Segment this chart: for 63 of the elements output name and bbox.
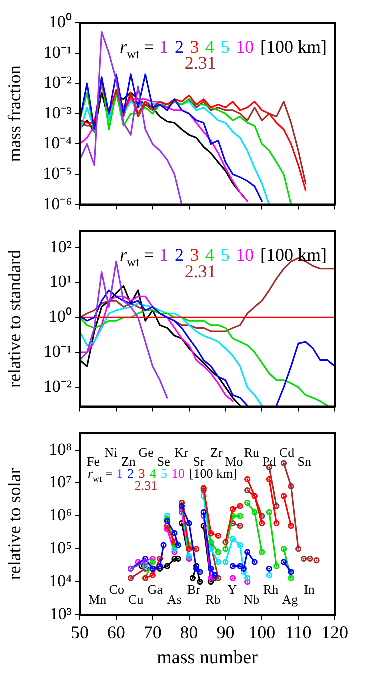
annotation: Rh <box>263 582 280 597</box>
annotation: As <box>167 592 182 607</box>
text: 1 <box>160 245 169 266</box>
y-axis-title: relative to solar <box>4 468 25 580</box>
text: 1 <box>116 466 124 482</box>
annotation: Sn <box>298 454 312 470</box>
text: 1 <box>160 37 169 57</box>
annotation: Fe <box>87 454 100 470</box>
y-tick-label: 10⁶ <box>49 506 72 525</box>
annotation: Nb <box>244 592 260 607</box>
y-axis-title: mass fraction <box>4 66 25 162</box>
annotation: Cd <box>279 445 296 460</box>
x-tick-label: 80 <box>180 622 198 643</box>
annotation: Zr <box>210 445 224 460</box>
x-tick-label: 90 <box>216 622 235 643</box>
y-tick-label: 10⁻² <box>44 73 72 92</box>
annotation: Ge <box>138 445 154 460</box>
series-label: 2 <box>174 37 184 57</box>
y-tick-label: 10⁻¹ <box>44 342 72 362</box>
text: 2 <box>174 245 184 266</box>
annotation: Mn <box>88 592 108 607</box>
annotation: Y <box>228 582 238 597</box>
y-tick-label: 10⁻² <box>44 376 72 396</box>
x-tick-label: 120 <box>322 622 348 643</box>
annotation: Ag <box>282 592 299 607</box>
text: 10 <box>236 37 254 57</box>
y-tick-label: 10⁷ <box>49 472 72 492</box>
annotation: [100 km] <box>260 245 327 266</box>
annotation: Pd <box>262 454 277 470</box>
annotation: Rb <box>206 592 221 607</box>
y-tick-label: 10⁻⁶ <box>43 194 72 214</box>
annotation: Ru <box>244 445 260 460</box>
y-tick-label: 10⁰ <box>49 307 72 326</box>
annotation: Cu <box>128 592 144 607</box>
annotation: Br <box>187 582 202 597</box>
y-tick-label: 10⁴ <box>49 572 72 591</box>
text: 10 <box>172 466 185 482</box>
y-tick-label: 10¹ <box>50 272 72 292</box>
y-tick-label: 10⁻⁴ <box>43 134 72 153</box>
annotation: Co <box>109 582 124 597</box>
annotation: [100 km] <box>260 37 327 57</box>
text: 5 <box>220 245 230 266</box>
y-tick-label: 10⁰ <box>49 12 72 32</box>
x-tick-label: 110 <box>285 622 312 643</box>
annotation: Kr <box>174 445 190 460</box>
y-tick-label: 10⁻⁵ <box>43 164 72 183</box>
x-tick-label: 70 <box>144 622 162 643</box>
y-tick-label: 10⁻¹ <box>44 42 72 62</box>
x-tick-label: 100 <box>248 622 276 643</box>
y-axis-title: relative to standard <box>4 250 25 388</box>
x-tick-label: 60 <box>107 622 126 643</box>
annotation: In <box>304 582 316 597</box>
y-tick-label: 10⁸ <box>49 440 72 459</box>
y-tick-label: 10⁻³ <box>44 103 72 122</box>
y-tick-label: 10² <box>50 237 72 256</box>
text: 5 <box>220 37 230 57</box>
text: 10 <box>236 245 254 266</box>
x-axis-title: mass number <box>157 648 259 669</box>
y-tick-label: 10⁵ <box>49 538 72 558</box>
x-tick-label: 50 <box>71 622 89 643</box>
annotation: Ga <box>148 582 164 597</box>
y-tick-label: 10³ <box>50 604 72 624</box>
annotation: Ni <box>104 445 118 460</box>
